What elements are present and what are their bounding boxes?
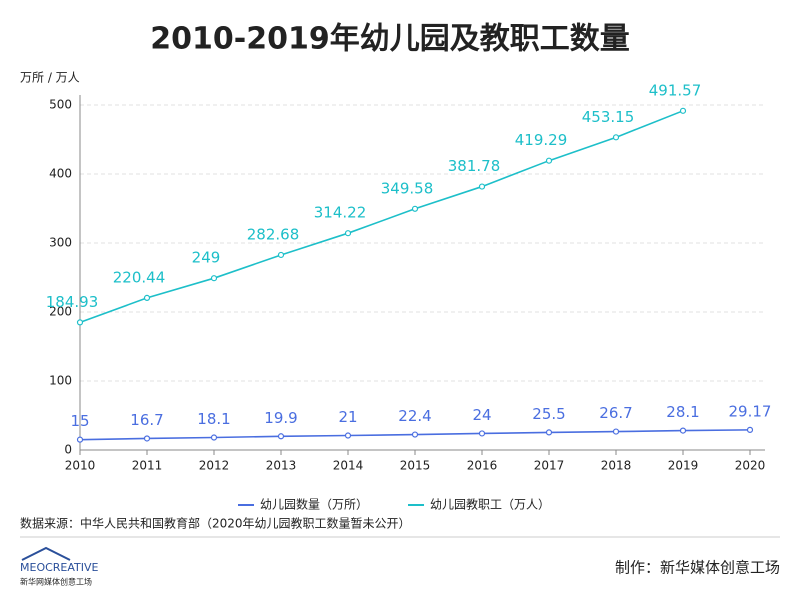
y-tick-label: 100 bbox=[49, 374, 72, 388]
x-tick-label: 2011 bbox=[132, 459, 163, 473]
data-point bbox=[344, 230, 352, 237]
x-tick-label: 2018 bbox=[601, 459, 632, 473]
x-tick-label: 2019 bbox=[668, 459, 699, 473]
data-point bbox=[411, 205, 419, 212]
x-tick-label: 2020 bbox=[735, 459, 766, 473]
data-point bbox=[277, 251, 285, 259]
data-point bbox=[478, 183, 486, 190]
data-point bbox=[143, 435, 151, 442]
logo-subtext: 新华网媒体创意工场 bbox=[20, 577, 92, 587]
data-label: 22.4 bbox=[398, 407, 431, 425]
data-label: 314.22 bbox=[314, 204, 367, 222]
data-point bbox=[545, 429, 553, 436]
data-point bbox=[411, 431, 419, 438]
chart-title: 2010-2019年幼儿园及教职工数量 bbox=[150, 22, 629, 57]
source: 数据来源：中华人民共和国教育部（2020年幼儿园教职工数量暂未公开） bbox=[20, 516, 411, 531]
x-tick-label: 2013 bbox=[266, 459, 297, 473]
data-label: 29.17 bbox=[729, 402, 772, 420]
data-label: 349.58 bbox=[381, 179, 434, 197]
data-label: 16.7 bbox=[130, 411, 163, 429]
y-tick-label: 400 bbox=[49, 167, 72, 181]
data-label: 184.93 bbox=[46, 293, 99, 311]
legend-label: 幼儿园数量（万所） bbox=[260, 497, 368, 512]
data-label: 453.15 bbox=[582, 108, 635, 126]
data-point bbox=[612, 428, 620, 435]
data-point bbox=[210, 275, 218, 282]
series-line bbox=[79, 110, 684, 324]
data-label: 28.1 bbox=[666, 403, 699, 421]
x-tick-label: 2016 bbox=[467, 459, 498, 473]
y-axis-label: 万所 / 万人 bbox=[20, 71, 80, 85]
logo-roof bbox=[21, 546, 71, 561]
x-tick-label: 2014 bbox=[333, 459, 364, 473]
legend-label: 幼儿园教职工（万人） bbox=[430, 497, 550, 512]
y-tick-label: 300 bbox=[49, 236, 72, 250]
data-point bbox=[679, 427, 687, 434]
data-point bbox=[210, 434, 218, 441]
data-label: 24 bbox=[472, 406, 491, 424]
data-point bbox=[612, 134, 620, 141]
y-tick-label: 200 bbox=[49, 305, 72, 319]
data-label: 18.1 bbox=[197, 410, 230, 428]
data-point bbox=[746, 426, 754, 433]
x-tick-label: 2012 bbox=[199, 459, 230, 473]
data-point bbox=[545, 157, 553, 164]
data-label: 21 bbox=[338, 408, 357, 426]
data-point bbox=[76, 319, 84, 326]
data-label: 249 bbox=[192, 249, 221, 267]
data-label: 15 bbox=[70, 412, 89, 430]
data-label: 491.57 bbox=[649, 81, 702, 99]
credit: 制作：新华媒体创意工场 bbox=[615, 559, 780, 577]
data-label: 282.68 bbox=[247, 225, 300, 243]
data-label: 19.9 bbox=[264, 409, 297, 427]
x-tick-label: 2015 bbox=[400, 459, 431, 473]
data-label: 419.29 bbox=[515, 131, 568, 149]
data-point bbox=[76, 436, 84, 443]
data-point bbox=[478, 430, 486, 437]
x-tick-label: 2010 bbox=[65, 459, 96, 473]
x-tick-label: 2017 bbox=[534, 459, 565, 473]
data-point bbox=[344, 432, 352, 439]
y-tick-label: 0 bbox=[64, 443, 72, 457]
data-label: 381.78 bbox=[448, 157, 501, 175]
data-point bbox=[143, 294, 151, 301]
logo-text: MEOCREATIVE bbox=[20, 561, 99, 574]
data-label: 25.5 bbox=[532, 405, 565, 423]
data-label: 26.7 bbox=[599, 404, 632, 422]
data-point bbox=[679, 107, 687, 114]
data-point bbox=[277, 433, 285, 440]
data-label: 220.44 bbox=[113, 268, 166, 286]
y-tick-label: 500 bbox=[49, 98, 72, 112]
